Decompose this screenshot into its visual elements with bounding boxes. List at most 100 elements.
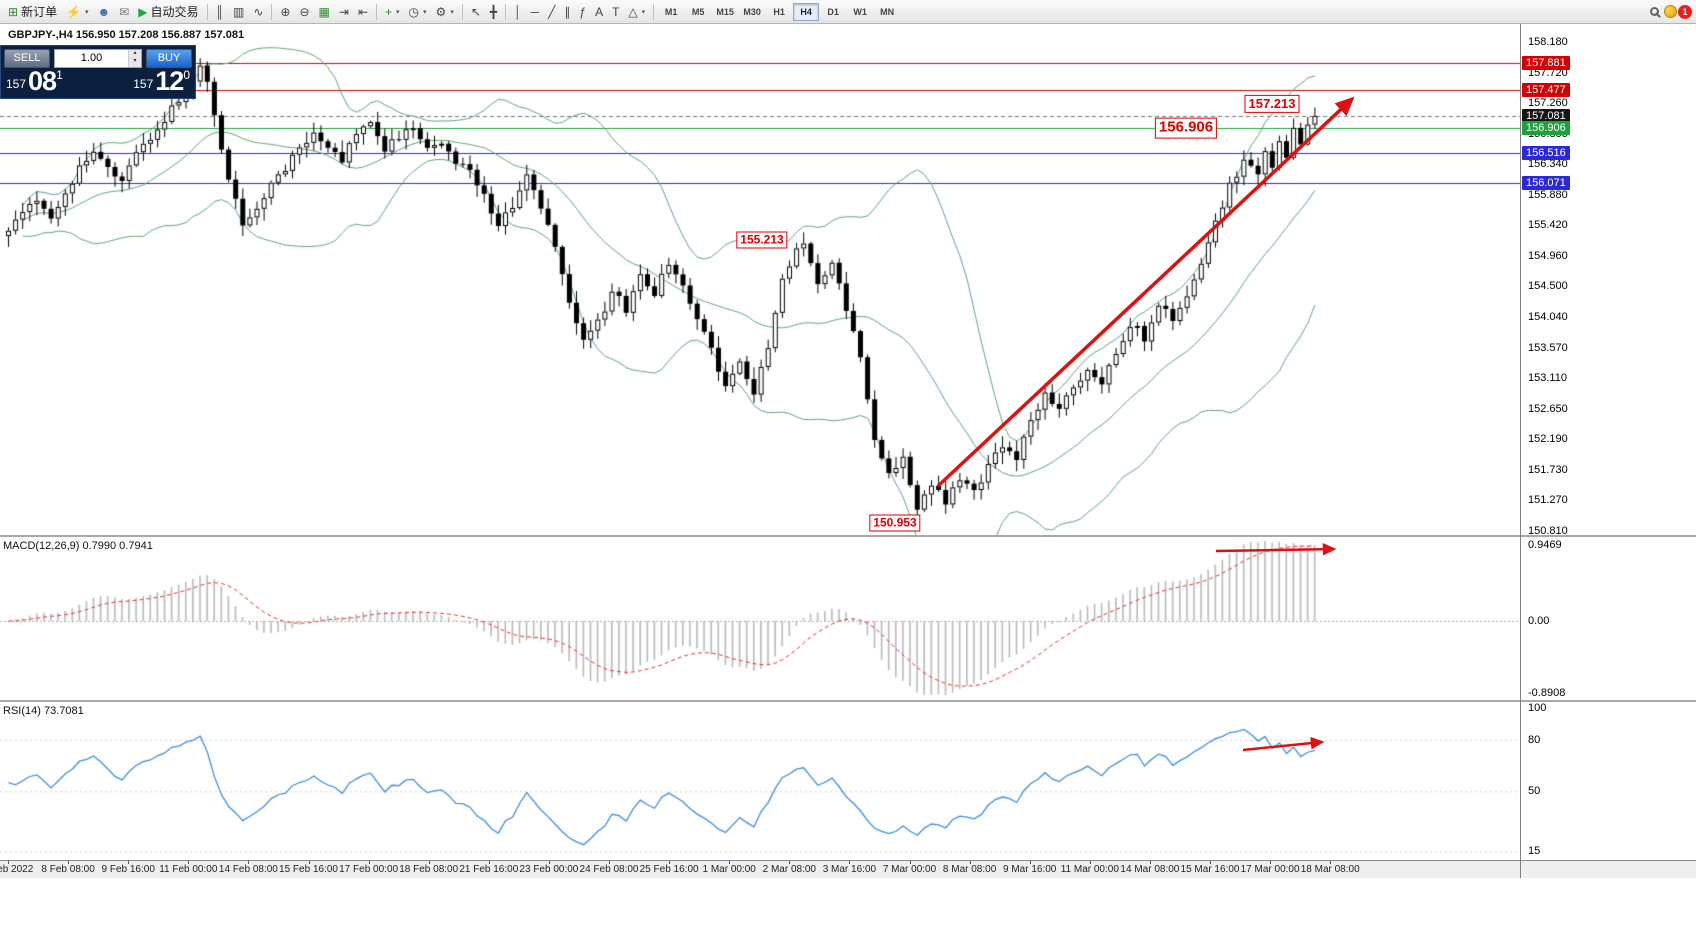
one-click-trading-panel: SELL ▴ ▾ BUY 157 08 1 157 12 0 [0,45,196,99]
rsi-panel-canvas[interactable] [0,702,1520,860]
price-tick-label: 150.810 [1528,525,1568,537]
zoom-in-button[interactable]: ⊕ [276,2,294,22]
price-callout-157213[interactable]: 157.213 [1244,94,1300,114]
timeframe-mn-button[interactable]: MN [874,3,900,21]
cursor-button[interactable]: ↖ [467,2,485,22]
zoom-out-button[interactable]: ⊖ [295,2,313,22]
dropdown-caret-icon: ▾ [85,8,89,16]
time-axis-label: 15 Mar 16:00 [1180,864,1240,875]
bar-chart-button[interactable]: ║ [212,2,229,22]
shapes-button[interactable]: △ ▾ [624,2,649,22]
text-label-button[interactable]: T [608,2,623,22]
new-order-button[interactable]: ⊞ 新订单 [4,2,61,22]
timeframe-h1-button[interactable]: H1 [766,3,792,21]
indicators-icon: + [385,4,393,19]
price-badge-157081: 157.081 [1522,108,1570,123]
templates-button[interactable]: ⚙ ▾ [432,2,458,22]
time-tick [669,861,671,864]
chart-shift-icon: ⇤ [357,4,369,19]
channel-icon: ∥ [564,4,571,19]
autotrade-icon: ▶ [138,4,148,19]
vertical-line-icon: │ [514,4,522,19]
time-tick [428,861,430,864]
sell-button[interactable]: SELL [4,48,50,68]
time-axis-label: 7 Mar 00:00 [882,864,937,875]
price-badge-157881: 157.881 [1522,55,1570,70]
buy-price-point: 0 [183,68,190,82]
price-callout-155213[interactable]: 155.213 [736,231,788,249]
auto-scroll-button[interactable]: ⇥ [335,2,353,22]
timeframe-h4-button[interactable]: H4 [793,2,820,21]
price-callout-156906[interactable]: 156.906 [1154,117,1218,139]
volume-input[interactable] [55,49,128,67]
channel-button[interactable]: ∥ [560,2,574,22]
time-axis-label: 8 Feb 2022 [0,864,34,875]
autotrade-button[interactable]: ▶ 自动交易 [134,2,202,22]
trendline-icon: ╱ [548,4,556,19]
time-axis-label: 8 Feb 08:00 [41,864,95,875]
timeframe-m15-button[interactable]: M15 [712,3,738,21]
volume-up-button[interactable]: ▴ [129,49,141,58]
price-scale[interactable]: 158.180157.720157.260156.800156.340155.8… [1520,24,1696,878]
buy-button[interactable]: BUY [146,48,192,68]
panel-divider[interactable] [0,535,1696,537]
profile-button[interactable]: ☻ [94,2,115,22]
zoom-out-icon: ⊖ [299,4,310,19]
time-tick [909,861,911,864]
time-tick [1089,861,1091,864]
toolbar-separator [505,3,507,20]
auto-scroll-icon: ⇥ [338,4,349,19]
quick-charts-button[interactable]: ⚡ ▾ [62,2,92,22]
time-axis-label: 9 Feb 16:00 [101,864,155,875]
time-tick [488,861,490,864]
crosshair-button[interactable]: ╋ [486,2,501,22]
macd-panel-canvas[interactable] [0,537,1520,700]
horizontal-line-button[interactable]: ─ [527,2,544,22]
time-axis-label: 11 Feb 00:00 [159,864,218,875]
fibonacci-button[interactable]: ƒ [575,2,590,22]
time-axis-label: 2 Mar 08:00 [762,864,816,875]
mailbox-button[interactable]: ✉ [115,2,133,22]
timeframe-m5-button[interactable]: M5 [685,3,711,21]
toolbar-separator [376,3,378,20]
timeframe-d1-button[interactable]: D1 [820,3,846,21]
vertical-line-button[interactable]: │ [510,2,526,22]
search-icon [1650,7,1659,16]
tile-windows-button[interactable]: ▦ [315,2,334,22]
volume-down-button[interactable]: ▾ [129,58,141,67]
text-button[interactable]: A [591,2,607,22]
price-badge-156906: 156.906 [1522,120,1570,135]
price-callout-150953[interactable]: 150.953 [869,514,921,532]
profile-icon: ☻ [97,4,111,19]
price-tick-label: 154.500 [1528,280,1568,293]
time-axis[interactable]: 8 Feb 2022 8 Feb 08:00 9 Feb 16:00 11 Feb 0… [0,860,1696,878]
sell-price-pips: 08 [28,66,57,96]
indicators-button[interactable]: + ▾ [381,2,404,22]
time-axis-label: 21 Feb 16:00 [459,864,519,875]
horizontal-line-icon: ─ [530,4,540,19]
notification-badge[interactable]: 1 [1678,4,1692,19]
price-tick-label: 153.110 [1528,372,1567,385]
time-tick [368,861,370,864]
price-tick-label: 155.420 [1528,219,1568,232]
time-tick [1149,861,1151,864]
candlestick-chart-button[interactable]: ▥ [229,2,248,22]
chart-shift-button[interactable]: ⇤ [354,2,372,22]
trendline-button[interactable]: ╱ [544,2,559,22]
text-icon: A [595,4,604,19]
price-tick-label: 153.570 [1528,341,1568,354]
price-tick-label: 155.880 [1528,188,1568,201]
timeframe-w1-button[interactable]: W1 [847,3,873,21]
time-axis-label: 3 Mar 16:00 [822,864,877,875]
time-tick [789,861,791,864]
timeframe-m1-button[interactable]: M1 [658,3,684,21]
search-button[interactable] [1646,2,1663,22]
timeframe-m30-button[interactable]: M30 [739,3,765,21]
periods-button[interactable]: ◷ ▾ [405,2,431,22]
macd-scale-label: 0.00 [1528,614,1550,627]
line-chart-button[interactable]: ∿ [249,2,267,22]
panel-divider[interactable] [0,700,1696,702]
sell-price-point: 1 [56,68,63,82]
chart-ohlc-header: GBPJPY-,H4 156.950 157.208 156.887 157.0… [8,29,245,41]
